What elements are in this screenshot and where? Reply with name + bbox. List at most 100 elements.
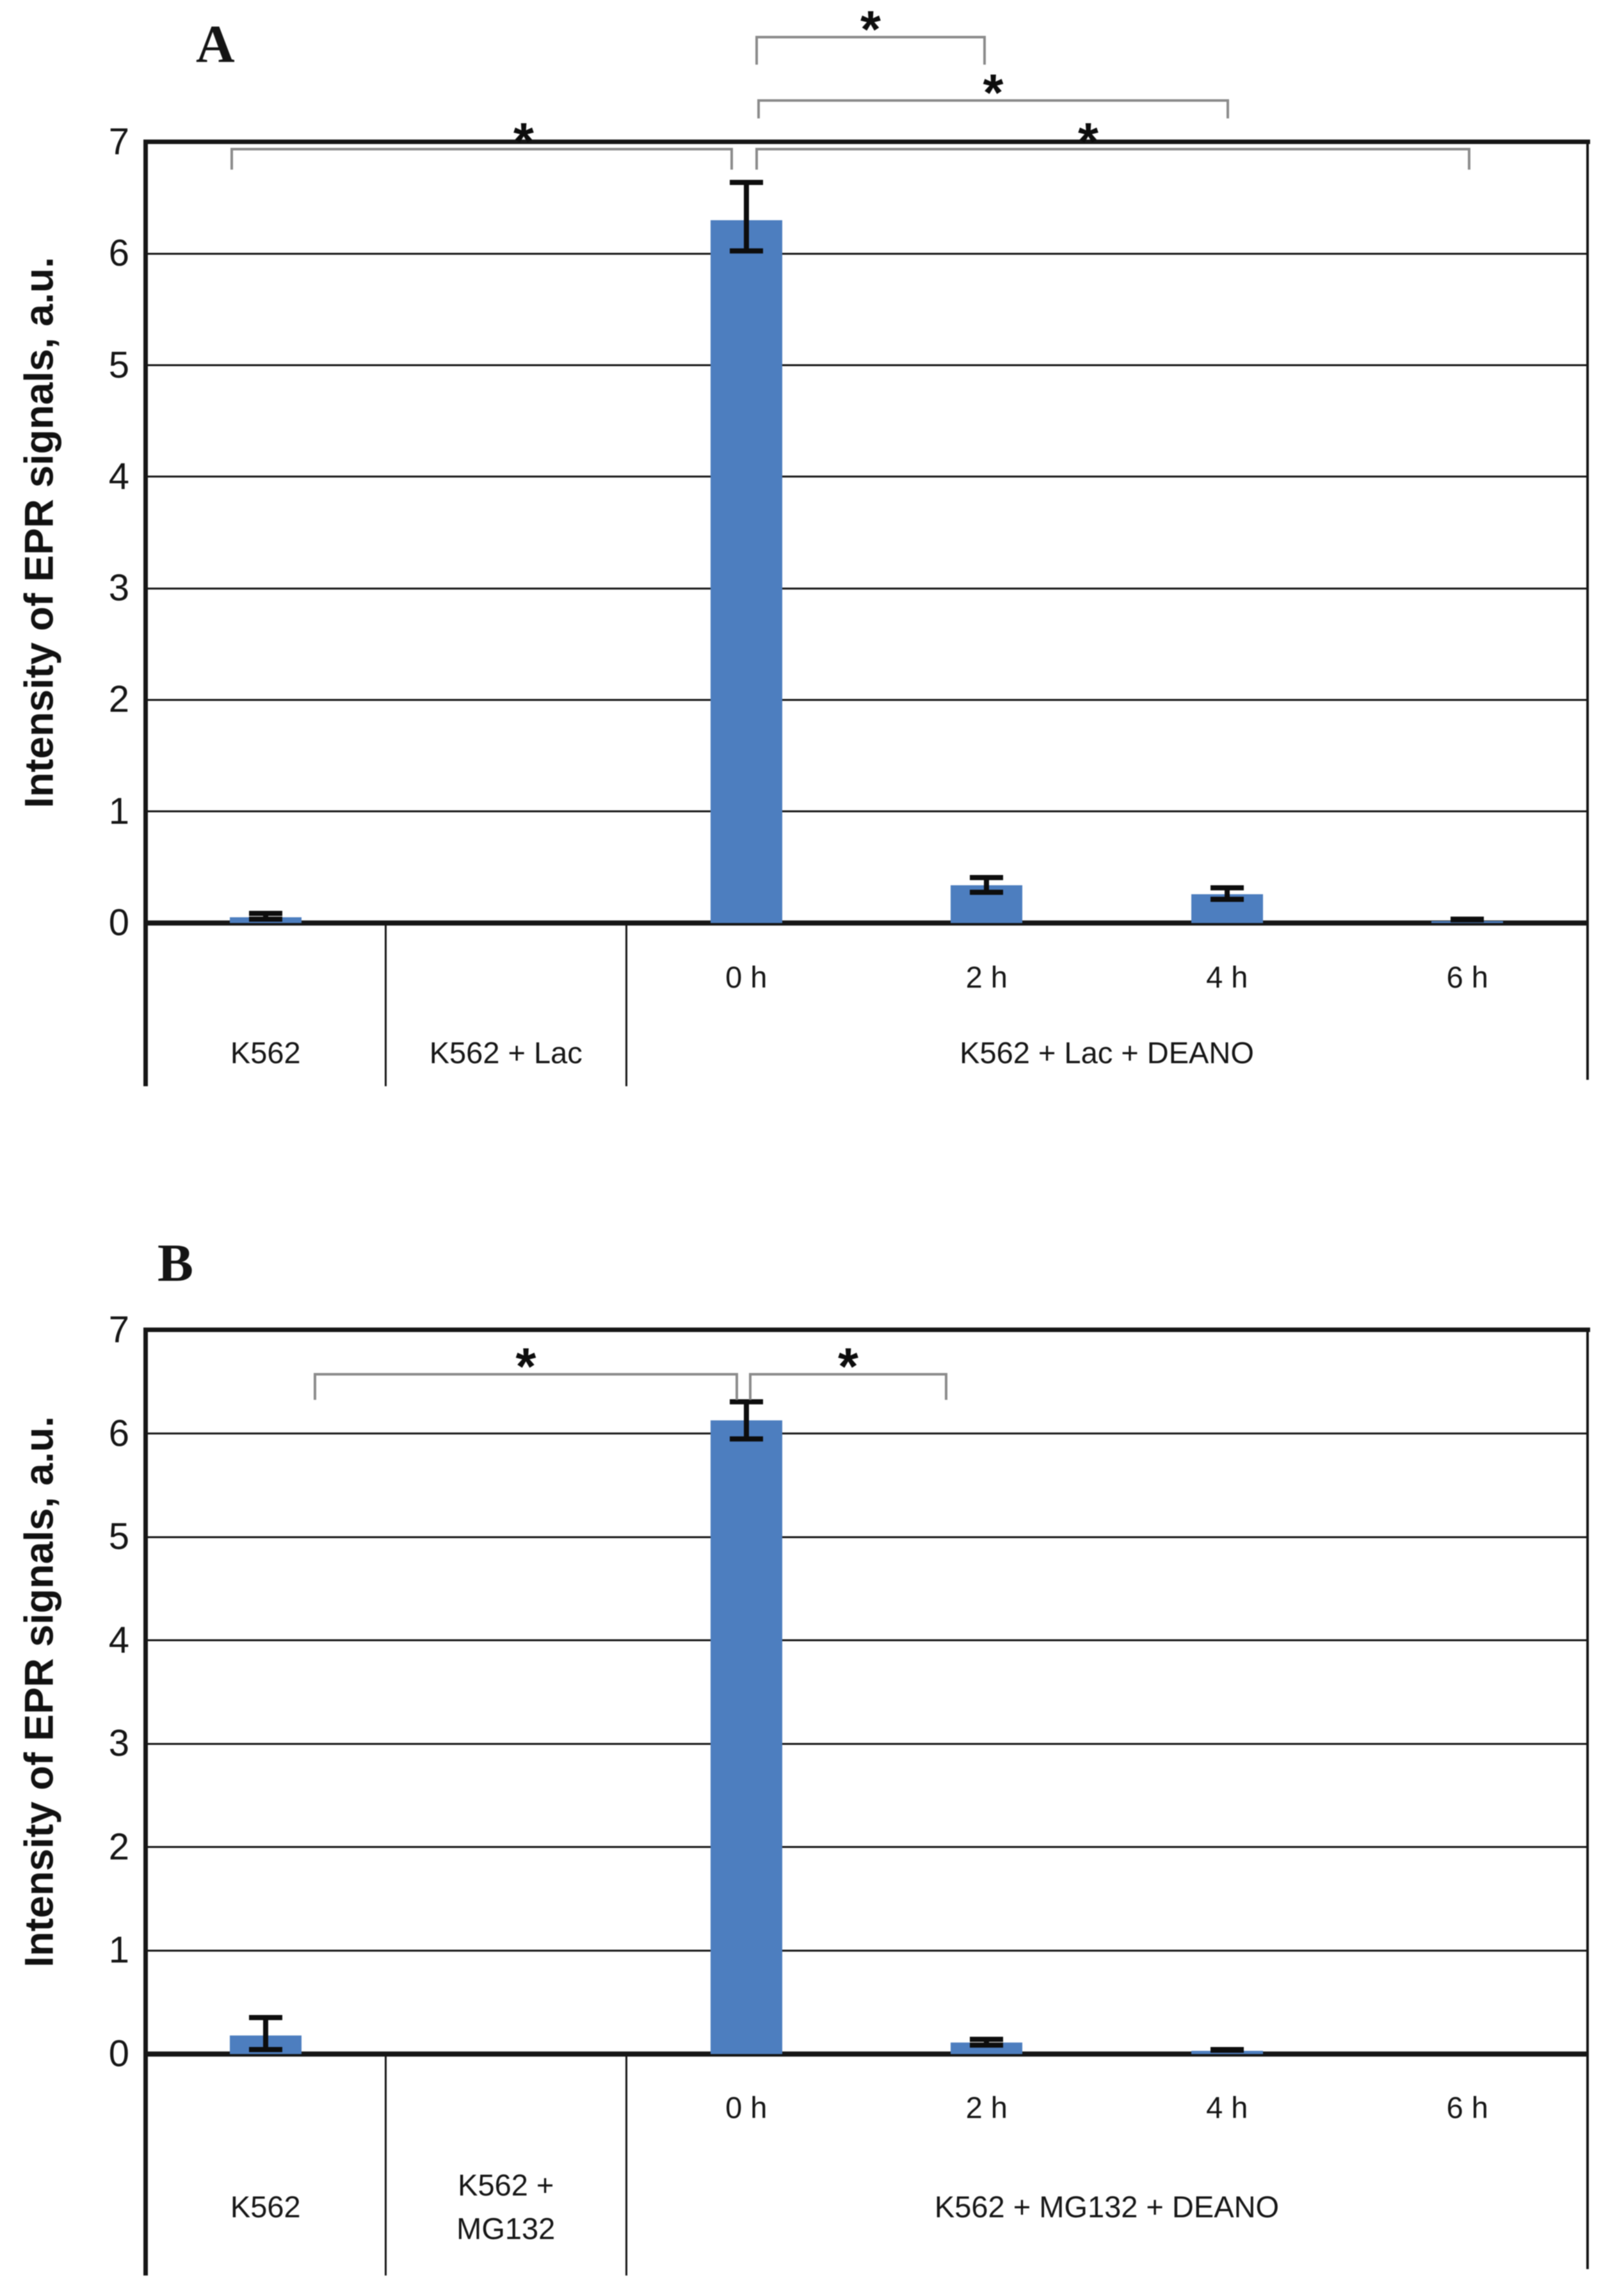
y-tick-label-7: 7 [108, 1309, 129, 1351]
significance-bracket-0-asterisk: * [860, 1, 881, 59]
y-axis-line [143, 140, 148, 1086]
significance-bracket-0-tick-right [983, 36, 986, 65]
gridline-y1 [145, 810, 1588, 813]
group-label-1: K562 + Lac [429, 1035, 583, 1070]
gridline-y2 [145, 698, 1588, 701]
error-bar-k562-cap-top [248, 910, 282, 916]
significance-bracket-1-line [757, 99, 1229, 102]
significance-bracket-1-tick-left [757, 99, 760, 118]
gridline-y4 [145, 1639, 1588, 1642]
group-label-2: K562 + MG132 + DEANO [934, 2189, 1280, 2224]
time-label-2-h: 2 h [965, 2090, 1008, 2124]
error-bar-4-h-stem [1224, 885, 1230, 902]
significance-bracket-3-line [755, 148, 1470, 150]
significance-bracket-1-tick-right [1227, 99, 1229, 118]
error-bar-4-h-cap-bottom [1210, 896, 1244, 902]
y-tick-label-7: 7 [108, 121, 129, 163]
gridline-y6 [145, 252, 1588, 255]
error-bar-0-h-stem [743, 1399, 749, 1442]
significance-bracket-1-line [749, 1373, 947, 1376]
error-bar-4-h-cap-bottom [1210, 2048, 1244, 2053]
y-tick-label-3: 3 [108, 1722, 129, 1765]
significance-bracket-0-tick-left [755, 36, 758, 65]
significance-bracket-0-asterisk: * [515, 1338, 536, 1396]
plot-top-border [145, 140, 1590, 144]
error-bar-0-h-cap-top [729, 180, 763, 186]
time-label-6-h: 6 h [1446, 959, 1488, 994]
category-divider-0 [385, 923, 387, 1086]
error-bar-k562-cap-top [248, 2014, 282, 2020]
time-label-4-h: 4 h [1206, 959, 1248, 994]
error-bar-0-h-cap-bottom [729, 1436, 763, 1442]
plot-right-border [1586, 142, 1589, 1080]
error-bar-2-h-cap-bottom [970, 2043, 1004, 2048]
group-label-0: K562 [230, 2189, 301, 2224]
bar-0-h [710, 220, 782, 923]
gridline-y4 [145, 476, 1588, 478]
significance-bracket-1-tick-right [945, 1373, 947, 1400]
y-tick-label-6: 6 [108, 1412, 129, 1454]
significance-bracket-3-asterisk: * [1078, 113, 1098, 171]
panel-b-y-axis-title: Intensity of EPR signals, a.u. [17, 1416, 62, 1968]
significance-bracket-3-tick-right [1468, 148, 1470, 170]
significance-bracket-2-tick-right [730, 148, 733, 170]
panel-b-letter: B [157, 1233, 194, 1293]
y-tick-label-2: 2 [108, 678, 129, 721]
x-axis-baseline [145, 920, 1588, 926]
y-tick-label-5: 5 [108, 1516, 129, 1558]
significance-bracket-0-tick-left [314, 1373, 316, 1400]
significance-bracket-2-line [230, 148, 733, 150]
error-bar-2-h-cap-top [970, 875, 1004, 881]
y-tick-label-4: 4 [108, 455, 129, 497]
plot-top-border [145, 1328, 1590, 1332]
category-divider-0 [385, 2054, 387, 2276]
y-axis-line [143, 1328, 148, 2276]
significance-bracket-0-line [314, 1373, 738, 1376]
plot-right-border [1586, 1330, 1589, 2269]
significance-bracket-0-line [755, 36, 986, 38]
gridline-y3 [145, 1742, 1588, 1745]
significance-bracket-0-tick-right [736, 1373, 738, 1400]
error-bar-2-h-stem [984, 2036, 990, 2048]
gridline-y3 [145, 587, 1588, 590]
significance-bracket-2-tick-left [230, 148, 233, 170]
group-label-0: K562 [230, 1035, 301, 1070]
panel-a-letter: A [196, 15, 235, 74]
time-label-0-h: 0 h [725, 959, 768, 994]
bar-0-h [710, 1420, 782, 2054]
gridline-y5 [145, 364, 1588, 367]
time-label-6-h: 6 h [1446, 2090, 1488, 2124]
significance-bracket-3-tick-left [755, 148, 758, 170]
significance-bracket-1-asterisk: * [838, 1338, 858, 1396]
x-axis-baseline [145, 2051, 1588, 2057]
error-bar-k562-cap-bottom [248, 2046, 282, 2052]
error-bar-0-h-stem [743, 180, 749, 254]
time-label-0-h: 0 h [725, 2090, 768, 2124]
y-tick-label-0: 0 [108, 902, 129, 943]
y-tick-label-0: 0 [108, 2033, 129, 2075]
time-label-2-h: 2 h [965, 959, 1008, 994]
error-bar-k562-stem [262, 2014, 268, 2052]
significance-bracket-1-tick-left [749, 1373, 752, 1400]
category-divider-1 [625, 923, 627, 1086]
error-bar-0-h-cap-top [729, 1399, 763, 1405]
y-tick-label-3: 3 [108, 567, 129, 609]
bar-2-h [951, 2043, 1023, 2054]
y-tick-label-1: 1 [108, 790, 129, 832]
error-bar-4-h-cap-top [1210, 885, 1244, 890]
y-tick-label-4: 4 [108, 1619, 129, 1661]
gridline-y1 [145, 1949, 1588, 1952]
error-bar-2-h-stem [984, 875, 990, 895]
error-bar-2-h-cap-bottom [970, 890, 1004, 895]
error-bar-0-h-cap-bottom [729, 248, 763, 254]
y-tick-label-5: 5 [108, 344, 129, 386]
significance-bracket-1-asterisk: * [983, 64, 1004, 122]
y-tick-label-6: 6 [108, 232, 129, 275]
time-label-4-h: 4 h [1206, 2090, 1248, 2124]
y-tick-label-2: 2 [108, 1826, 129, 1868]
gridline-y5 [145, 1536, 1588, 1538]
error-bar-k562-cap-bottom [248, 917, 282, 922]
error-bar-6-h-cap-bottom [1451, 917, 1484, 922]
error-bar-k562-stem [262, 910, 268, 922]
